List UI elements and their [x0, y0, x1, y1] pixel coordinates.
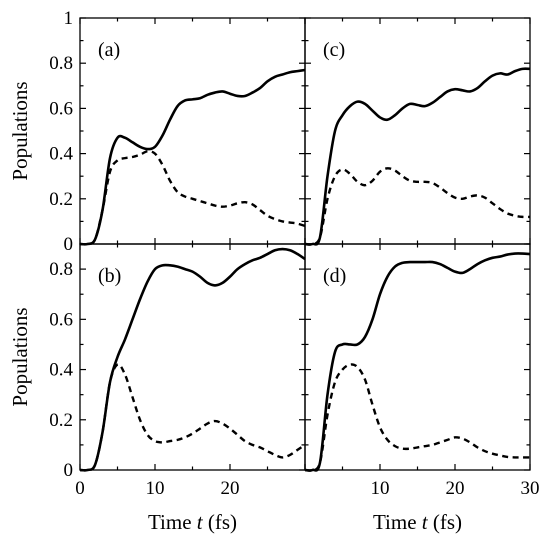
series-line-dashed-b [79, 363, 306, 472]
y-tick-label: 0 [64, 234, 74, 255]
series-line-dashed-a [79, 150, 306, 246]
y-axis-title: Populations [8, 81, 32, 180]
series-line-dashed-c [304, 167, 531, 246]
y-tick-label: 0.2 [49, 189, 73, 210]
x-tick-label: 0 [75, 478, 85, 499]
y-axis-title: Populations [8, 307, 32, 406]
series-line-solid-a [79, 68, 306, 246]
x-axis-title: Time t (fs) [373, 510, 462, 534]
x-tick-label: 20 [221, 478, 240, 499]
y-tick-label: 0.4 [49, 144, 73, 165]
x-axis-title: Time t (fs) [148, 510, 237, 534]
y-tick-label: 0.2 [49, 410, 73, 431]
y-tick-label: 0.6 [49, 98, 73, 119]
panel-label-b: (b) [98, 265, 121, 287]
panel-label-c: (c) [323, 39, 345, 61]
panel-label-a: (a) [98, 39, 120, 61]
x-tick-label: 10 [146, 478, 165, 499]
series-line-solid-d [304, 252, 531, 472]
x-tick-label: 10 [371, 478, 390, 499]
series-line-solid-c [304, 67, 531, 246]
y-tick-label: 0.8 [49, 53, 73, 74]
series-line-dashed-d [304, 363, 530, 472]
panel-label-d: (d) [323, 265, 346, 287]
series-line-solid-b [79, 247, 306, 472]
y-tick-label: 0 [64, 460, 74, 481]
y-tick-label: 1 [64, 8, 74, 29]
y-tick-label: 0.4 [49, 360, 73, 381]
x-tick-label: 30 [521, 478, 540, 499]
y-tick-label: 0.8 [49, 259, 73, 280]
x-tick-label: 20 [446, 478, 465, 499]
y-tick-label: 0.6 [49, 309, 73, 330]
